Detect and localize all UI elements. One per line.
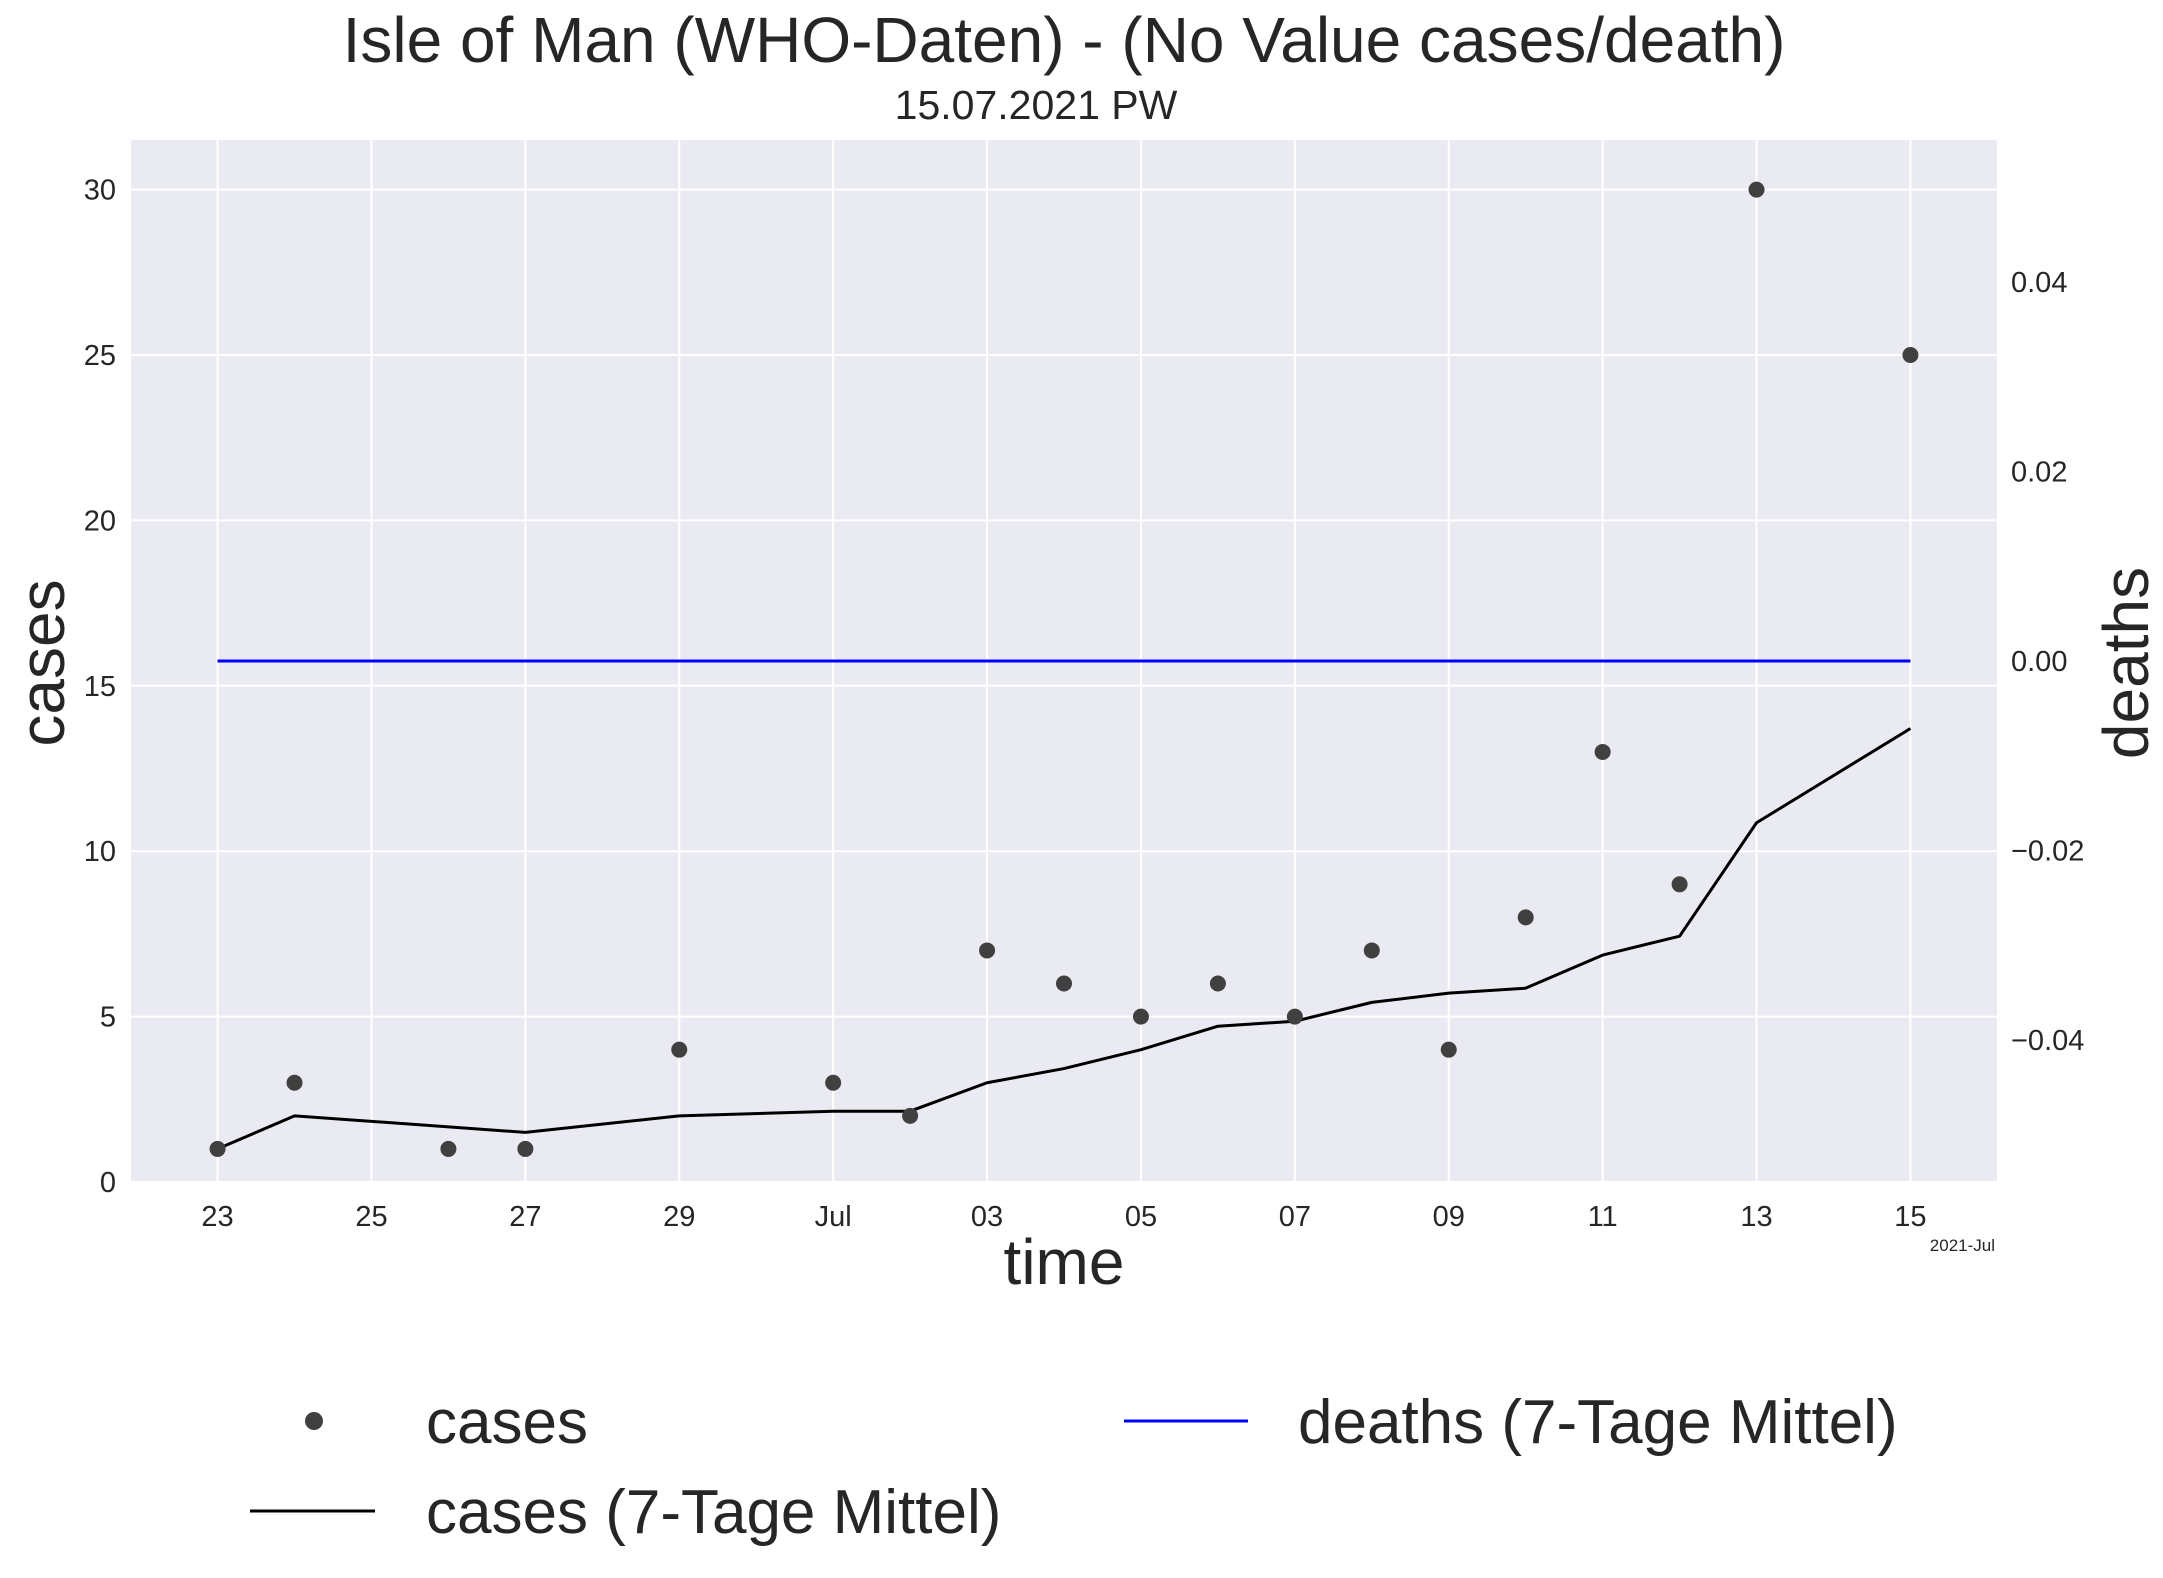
data-point-cases bbox=[440, 1140, 457, 1157]
y2-axis-ticks: −0.04 −0.02 0.00 0.02 0.04 bbox=[2011, 267, 2084, 1057]
legend-label-cases-avg: cases (7-Tage Mittel) bbox=[426, 1478, 1001, 1547]
chart-subtitle: 15.07.2021 PW bbox=[895, 82, 1178, 128]
x-tick-label: 11 bbox=[1588, 1201, 1618, 1233]
data-point-cases bbox=[1594, 743, 1611, 760]
data-point-cases bbox=[1748, 181, 1765, 198]
data-point-cases bbox=[1902, 347, 1919, 364]
data-point-cases bbox=[1132, 1008, 1149, 1025]
y2-tick-label: 0.00 bbox=[2011, 646, 2067, 678]
x-axis-label: time bbox=[1004, 1226, 1125, 1298]
x-tick-label: 23 bbox=[201, 1201, 233, 1233]
chart-title: Isle of Man (WHO-Daten) - (No Value case… bbox=[343, 4, 1786, 76]
x-tick-label: 05 bbox=[1125, 1201, 1157, 1233]
data-point-cases bbox=[209, 1140, 226, 1157]
y-tick-label: 10 bbox=[84, 836, 116, 868]
x-tick-label: Jul bbox=[815, 1201, 852, 1233]
x-tick-label: 03 bbox=[971, 1201, 1003, 1233]
y2-tick-label: −0.02 bbox=[2011, 835, 2084, 867]
x-axis-ticks: 23 25 27 29 Jul 03 05 07 09 11 13 15 bbox=[201, 1201, 1926, 1233]
data-point-cases bbox=[1363, 942, 1380, 959]
data-point-cases bbox=[902, 1107, 919, 1124]
x-axis-offset-label: 2021-Jul bbox=[1930, 1236, 1995, 1255]
y2-tick-label: 0.02 bbox=[2011, 457, 2067, 489]
series-line-cases-avg bbox=[216, 727, 1912, 1151]
x-tick-label: 07 bbox=[1279, 1201, 1311, 1233]
y2-tick-label: −0.04 bbox=[2011, 1025, 2084, 1057]
data-point-cases bbox=[1517, 909, 1534, 926]
legend-item-deaths-avg: deaths (7-Tage Mittel) bbox=[1124, 1388, 1898, 1457]
x-tick-label: 27 bbox=[509, 1201, 541, 1233]
y-axis-ticks: 0 5 10 15 20 25 30 bbox=[84, 175, 116, 1199]
data-point-cases bbox=[286, 1074, 303, 1091]
data-point-cases bbox=[1671, 876, 1688, 893]
legend-marker-cases bbox=[305, 1412, 323, 1430]
x-tick-label: 29 bbox=[663, 1201, 695, 1233]
data-point-cases bbox=[979, 942, 996, 959]
y-tick-label: 5 bbox=[100, 1002, 116, 1034]
y2-tick-label: 0.04 bbox=[2011, 267, 2067, 299]
legend-item-cases-avg: cases (7-Tage Mittel) bbox=[250, 1478, 1001, 1547]
data-point-cases bbox=[1209, 975, 1226, 992]
data-point-cases bbox=[1056, 975, 1072, 992]
data-point-cases bbox=[671, 1041, 688, 1058]
x-tick-label: 13 bbox=[1740, 1201, 1772, 1233]
y-tick-label: 15 bbox=[84, 671, 116, 703]
series-layer bbox=[209, 181, 1919, 1157]
data-point-cases bbox=[1440, 1041, 1457, 1058]
data-point-cases bbox=[1286, 1008, 1303, 1025]
x-tick-label: 25 bbox=[355, 1201, 387, 1233]
y-axis-label: cases bbox=[6, 579, 78, 746]
y-tick-label: 30 bbox=[84, 175, 116, 207]
y-tick-label: 25 bbox=[84, 340, 116, 372]
data-point-cases bbox=[825, 1074, 842, 1091]
legend-label-deaths-avg: deaths (7-Tage Mittel) bbox=[1298, 1388, 1898, 1457]
legend: cases cases (7-Tage Mittel) deaths (7-Ta… bbox=[250, 1388, 1898, 1547]
legend-label-cases: cases bbox=[426, 1388, 588, 1457]
y-tick-label: 20 bbox=[84, 505, 116, 537]
data-point-cases bbox=[517, 1140, 534, 1157]
legend-item-cases: cases bbox=[305, 1388, 588, 1457]
y-tick-label: 0 bbox=[100, 1167, 116, 1199]
x-tick-label: 15 bbox=[1894, 1201, 1926, 1233]
y2-axis-label: deaths bbox=[2090, 567, 2162, 759]
x-tick-label: 09 bbox=[1433, 1201, 1465, 1233]
